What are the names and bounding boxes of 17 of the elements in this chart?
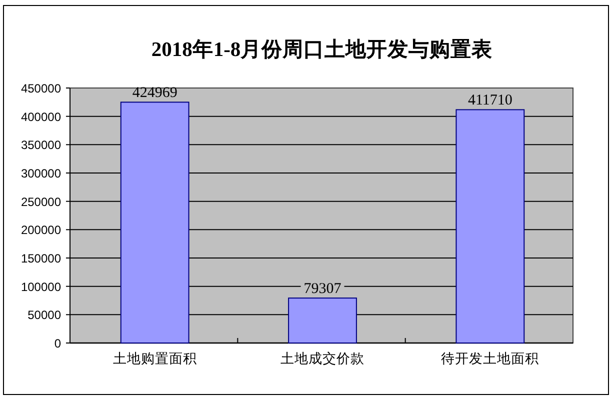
ytick-label: 200000 xyxy=(20,223,61,238)
ytick-label: 350000 xyxy=(20,138,61,152)
data-label: 411710 xyxy=(468,92,512,109)
xtick-label: 待开发土地面积 xyxy=(441,351,540,366)
title: 2018年1-8月份周口土地开发与购置表 xyxy=(151,39,493,61)
xtick-label: 土地购置面积 xyxy=(112,351,197,366)
xtick-label: 土地成交价款 xyxy=(280,351,364,366)
ytick-label: 50000 xyxy=(28,308,61,322)
ytick-label: 450000 xyxy=(20,82,61,96)
ytick-label: 250000 xyxy=(20,194,61,209)
data-label: 79307 xyxy=(304,281,342,298)
ytick-label: 400000 xyxy=(20,110,61,124)
ytick-label: 0 xyxy=(54,336,61,350)
ytick-label: 150000 xyxy=(20,252,61,266)
ytick-label: 300000 xyxy=(20,166,61,180)
ytick-label: 100000 xyxy=(20,280,61,294)
data-label: 424969 xyxy=(132,85,178,102)
